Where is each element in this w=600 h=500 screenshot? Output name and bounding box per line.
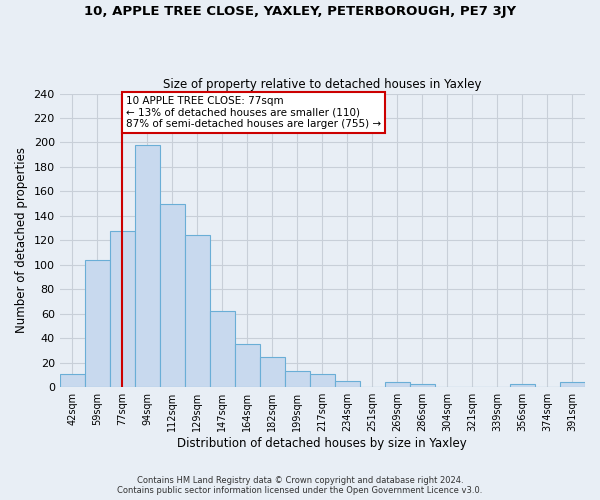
X-axis label: Distribution of detached houses by size in Yaxley: Distribution of detached houses by size … (178, 437, 467, 450)
Bar (210, 312, 235, 387)
Text: 10 APPLE TREE CLOSE: 77sqm
← 13% of detached houses are smaller (110)
87% of sem: 10 APPLE TREE CLOSE: 77sqm ← 13% of deta… (126, 96, 381, 129)
Bar (385, 382, 410, 387)
Bar (285, 372, 310, 387)
Text: Contains HM Land Registry data © Crown copyright and database right 2024.
Contai: Contains HM Land Registry data © Crown c… (118, 476, 482, 495)
Y-axis label: Number of detached properties: Number of detached properties (15, 148, 28, 334)
Bar (135, 145, 160, 387)
Bar (335, 381, 360, 387)
Bar (310, 374, 335, 387)
Bar (160, 204, 185, 387)
Text: 10, APPLE TREE CLOSE, YAXLEY, PETERBOROUGH, PE7 3JY: 10, APPLE TREE CLOSE, YAXLEY, PETERBOROU… (84, 5, 516, 18)
Title: Size of property relative to detached houses in Yaxley: Size of property relative to detached ho… (163, 78, 482, 91)
Bar (510, 384, 535, 387)
Bar (85, 260, 110, 387)
Bar (59, 374, 85, 387)
Bar (260, 356, 285, 387)
Bar (560, 382, 585, 387)
Bar (235, 344, 260, 387)
Bar (410, 384, 435, 387)
Bar (110, 230, 135, 387)
Bar (185, 236, 210, 387)
